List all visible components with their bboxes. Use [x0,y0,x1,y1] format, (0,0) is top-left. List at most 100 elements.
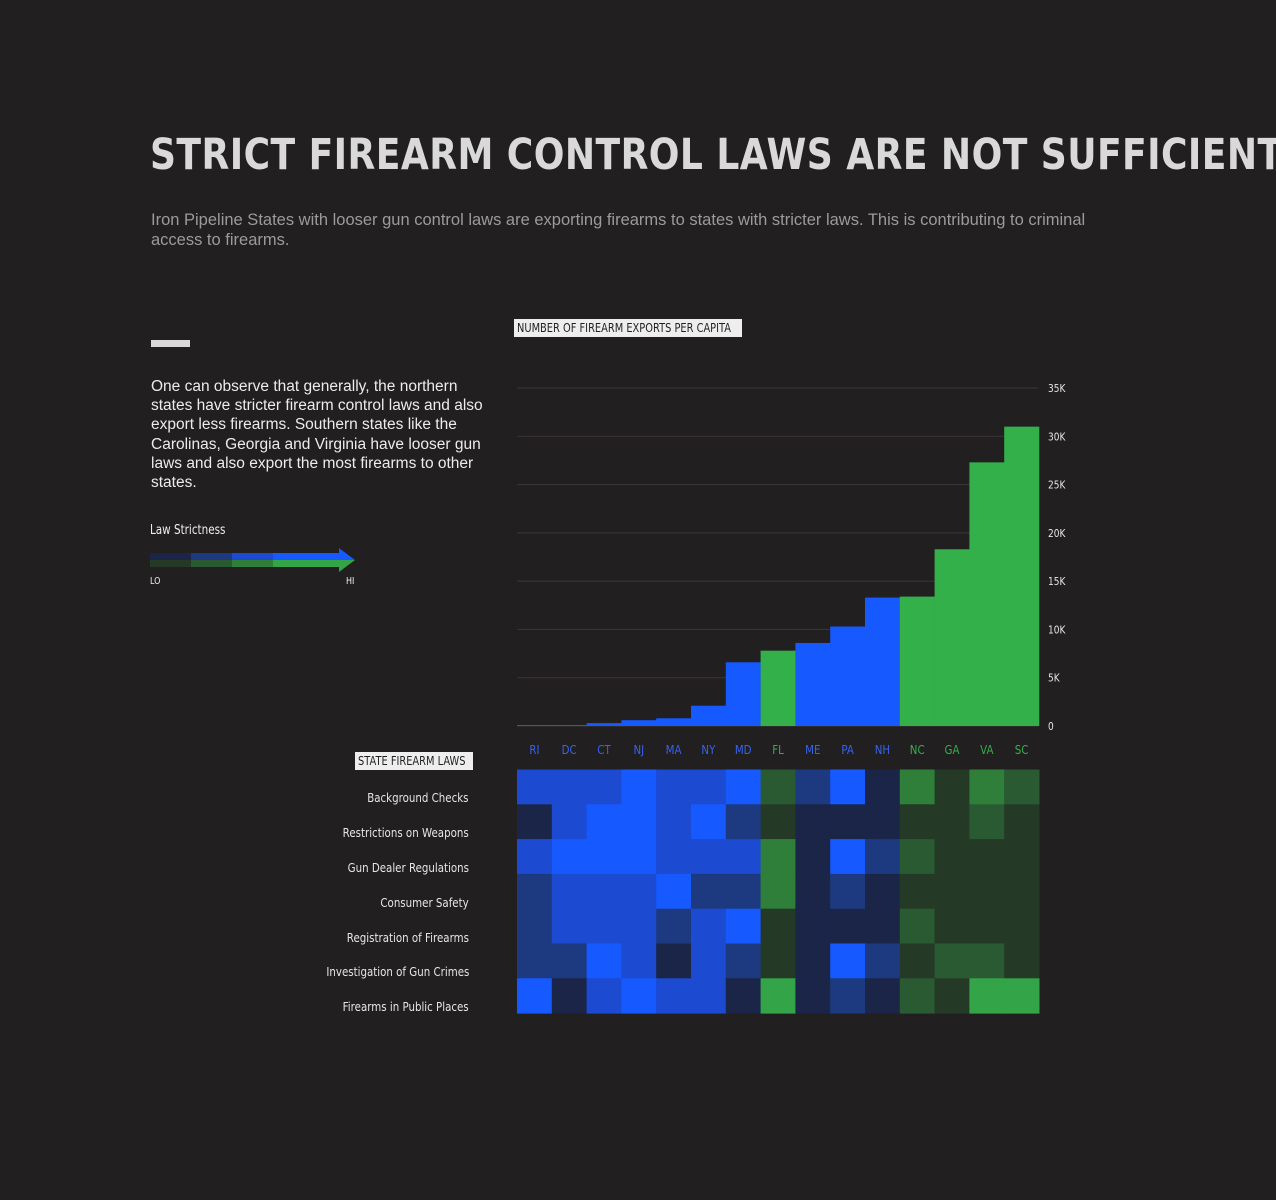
heatmap-cell [621,873,657,910]
heatmap-cell [621,908,657,944]
bar-me [795,642,831,726]
heatmap-cell [691,839,727,875]
bar-nc [899,596,935,726]
heatmap-cell [517,873,553,910]
heatmap-cell [691,873,727,910]
heatmap-cell [656,978,692,1014]
y-tick-label: 5K [1048,673,1060,685]
heatmap-cell [934,804,970,840]
x-tick-label: DC [562,742,577,757]
heatmap-cell [969,839,1005,875]
heatmap-cell [830,839,866,875]
heatmap-cell [969,769,1005,805]
heatmap-cell [760,769,796,805]
heatmap-cell [934,839,970,875]
heatmap-cell [830,978,866,1014]
heatmap-cell [865,873,901,910]
x-tick-label: FL [772,742,784,757]
heatmap-cell [830,769,866,805]
heatmap-cell [586,978,622,1014]
heatmap-cell [725,908,762,944]
heatmap-cell [760,943,796,979]
bar-ga [934,549,970,726]
heatmap-cell [656,769,692,805]
heatmap-cell [551,978,588,1014]
heatmap-cell [760,873,796,910]
heatmap-cell [725,839,762,875]
heatmap-cell [899,943,936,979]
heatmap-cell [969,804,1005,840]
legend-hi-label: HI [346,576,355,587]
bar-pa [830,626,866,726]
heatmap-cell [795,769,831,805]
y-tick-label: 25K [1048,480,1066,492]
heatmap-cell [795,873,831,910]
heatmap-cell [760,839,796,875]
heatmap-cell [586,804,622,840]
heatmap-cell [934,873,970,910]
heatmap-cell [691,769,727,805]
heatmap-cell [586,943,622,979]
y-tick-label: 20K [1048,528,1066,540]
heatmap-cell [830,873,866,910]
y-tick-label: 10K [1048,625,1066,637]
bar-chart-title: NUMBER OF FIREARM EXPORTS PER CAPITA [514,319,742,337]
heatmap-cell [586,908,622,944]
heatmap-cell [760,804,796,840]
heatmap-cell [691,943,727,979]
heatmap-cell [517,978,553,1014]
row-label: Investigation of Gun Crimes [326,964,469,979]
heatmap-cell [725,943,762,979]
heatmap-cell [795,839,831,875]
heatmap-cell [934,978,970,1014]
heatmap-cell [551,804,588,840]
bar-ny [691,705,727,726]
heatmap-cell [517,908,553,944]
heatmap-cell [795,943,831,979]
x-tick-label: CT [597,742,611,757]
heatmap-cell [551,839,588,875]
heatmap-cell [1004,839,1040,875]
heatmap-cell [725,873,762,910]
x-tick-label: MA [666,742,682,757]
x-tick-label: NC [910,742,925,757]
heatmap-cell [656,839,692,875]
heatmap-cell [795,978,831,1014]
heatmap-cell [586,873,622,910]
heatmap-cell [969,978,1005,1014]
heatmap-cell [621,769,657,805]
legend-title: Law Strictness [150,523,226,538]
heatmap-cell [969,908,1005,944]
heatmap-cell [934,943,970,979]
heatmap-cell [865,839,901,875]
heatmap-cell [969,943,1005,979]
heatmap-cell [830,908,866,944]
heatmap-cell [865,908,901,944]
heatmap-cell [691,908,727,944]
bar-ct [586,723,622,726]
row-label: Restrictions on Weapons [342,825,469,840]
heatmap-cell [795,908,831,944]
heatmap-cell [517,839,553,875]
x-tick-label: RI [529,742,539,757]
heatmap-cell [691,978,727,1014]
heatmap-cell [899,804,936,840]
heatmap-cell [830,943,866,979]
heatmap-cell [760,908,796,944]
heatmap-cell [899,908,936,944]
heatmap-cell [586,839,622,875]
heatmap-cell [865,943,901,979]
row-label: Consumer Safety [380,895,469,910]
heatmap-cell [899,769,936,805]
heatmap-cell [1004,943,1040,979]
law-strictness-legend [150,548,355,572]
heatmap-cell [517,804,553,840]
heatmap-title: STATE FIREARM LAWS [355,752,473,770]
heatmap-cell [691,804,727,840]
heatmap-cell [899,978,936,1014]
heatmap-cell [899,839,936,875]
heatmap-cell [656,943,692,979]
y-tick-label: 15K [1048,576,1066,588]
y-tick-label: 30K [1048,432,1066,444]
